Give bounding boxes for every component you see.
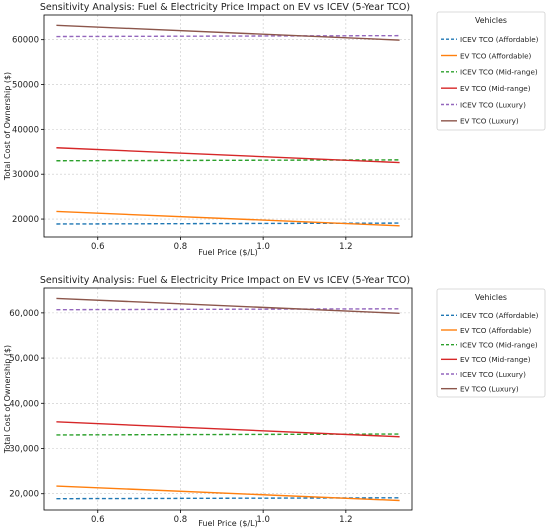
chart-title: Sensitivity Analysis: Fuel & Electricity… <box>40 275 410 286</box>
series-line-4 <box>56 147 400 164</box>
x-tick-label: 0.6 <box>91 515 105 525</box>
series-line-1 <box>56 497 400 500</box>
chart-2: 0.6 0.8 1.0 1.2 20,000 30,000 40,000 50,000 60,0… <box>3 275 546 528</box>
x-tick-label: 1.0 <box>256 242 270 252</box>
y-tick-label: 50000 <box>12 81 39 91</box>
y-tick-label: 60000 <box>12 36 39 46</box>
series-line-3 <box>56 433 400 436</box>
series-line-6 <box>56 297 400 315</box>
legend-title: Vehicles <box>475 293 507 302</box>
series-line-3 <box>56 159 400 162</box>
series-line-2 <box>56 485 400 502</box>
legend-label: EV TCO (Luxury) <box>460 117 519 126</box>
y-tick-label: 40,000 <box>9 399 39 409</box>
x-axis-label: Fuel Price ($/L) <box>198 248 257 257</box>
x-tick-label: 0.8 <box>174 515 188 525</box>
plot-frame <box>43 287 413 511</box>
legend-label: EV TCO (Mid-range) <box>460 355 531 364</box>
series-line-4 <box>56 421 400 438</box>
y-tick-label: 20000 <box>12 215 39 225</box>
legend: Vehicles ICEV TCO (Affordable) EV TCO (Aff… <box>436 11 546 131</box>
series-line-5 <box>56 34 400 38</box>
legend-label: EV TCO (Luxury) <box>460 384 519 393</box>
legend-label: ICEV TCO (Affordable) <box>460 35 539 44</box>
plot-frame <box>43 14 413 238</box>
legend-label: ICEV TCO (Mid-range) <box>460 340 538 349</box>
series-line-6 <box>56 24 400 41</box>
legend-label: EV TCO (Affordable) <box>460 326 532 335</box>
y-tick-label: 30000 <box>12 170 39 180</box>
x-axis-label: Fuel Price ($/L) <box>198 519 257 528</box>
legend-box <box>436 288 546 398</box>
legend-label: ICEV TCO (Luxury) <box>460 370 526 379</box>
series-line-1 <box>56 222 400 225</box>
x-tick-label: 1.0 <box>256 515 270 525</box>
y-tick-label: 60,000 <box>9 309 39 319</box>
legend-label: EV TCO (Affordable) <box>460 51 532 60</box>
y-tick-label: 50,000 <box>9 354 39 364</box>
y-axis-label: Total Cost of Ownership ($) <box>3 345 12 454</box>
y-tick-label: 20,000 <box>9 490 39 500</box>
y-tick-label: 30,000 <box>9 445 39 455</box>
legend: Vehicles ICEV TCO (Affordable) EV TCO (Aff… <box>436 288 546 398</box>
legend-label: EV TCO (Mid-range) <box>460 84 531 93</box>
x-tick-label: 0.6 <box>91 242 105 252</box>
legend-title: Vehicles <box>475 16 507 25</box>
chart-title: Sensitivity Analysis: Fuel & Electricity… <box>40 2 410 13</box>
y-axis-label: Total Cost of Ownership ($) <box>3 72 12 181</box>
legend-label: ICEV TCO (Mid-range) <box>460 68 538 77</box>
x-tick-label: 0.8 <box>174 242 188 252</box>
y-tick-label: 40000 <box>12 125 39 135</box>
x-tick-label: 1.2 <box>339 515 353 525</box>
legend-label: ICEV TCO (Affordable) <box>460 311 539 320</box>
x-tick-label: 1.2 <box>339 242 353 252</box>
legend-box <box>436 11 546 131</box>
series-line-2 <box>56 210 400 227</box>
chart-1: 0.6 0.8 1.0 1.2 20000 30000 40000 50000 60000 Sen… <box>3 2 546 257</box>
legend-label: ICEV TCO (Luxury) <box>460 100 526 109</box>
series-line-5 <box>56 308 400 311</box>
